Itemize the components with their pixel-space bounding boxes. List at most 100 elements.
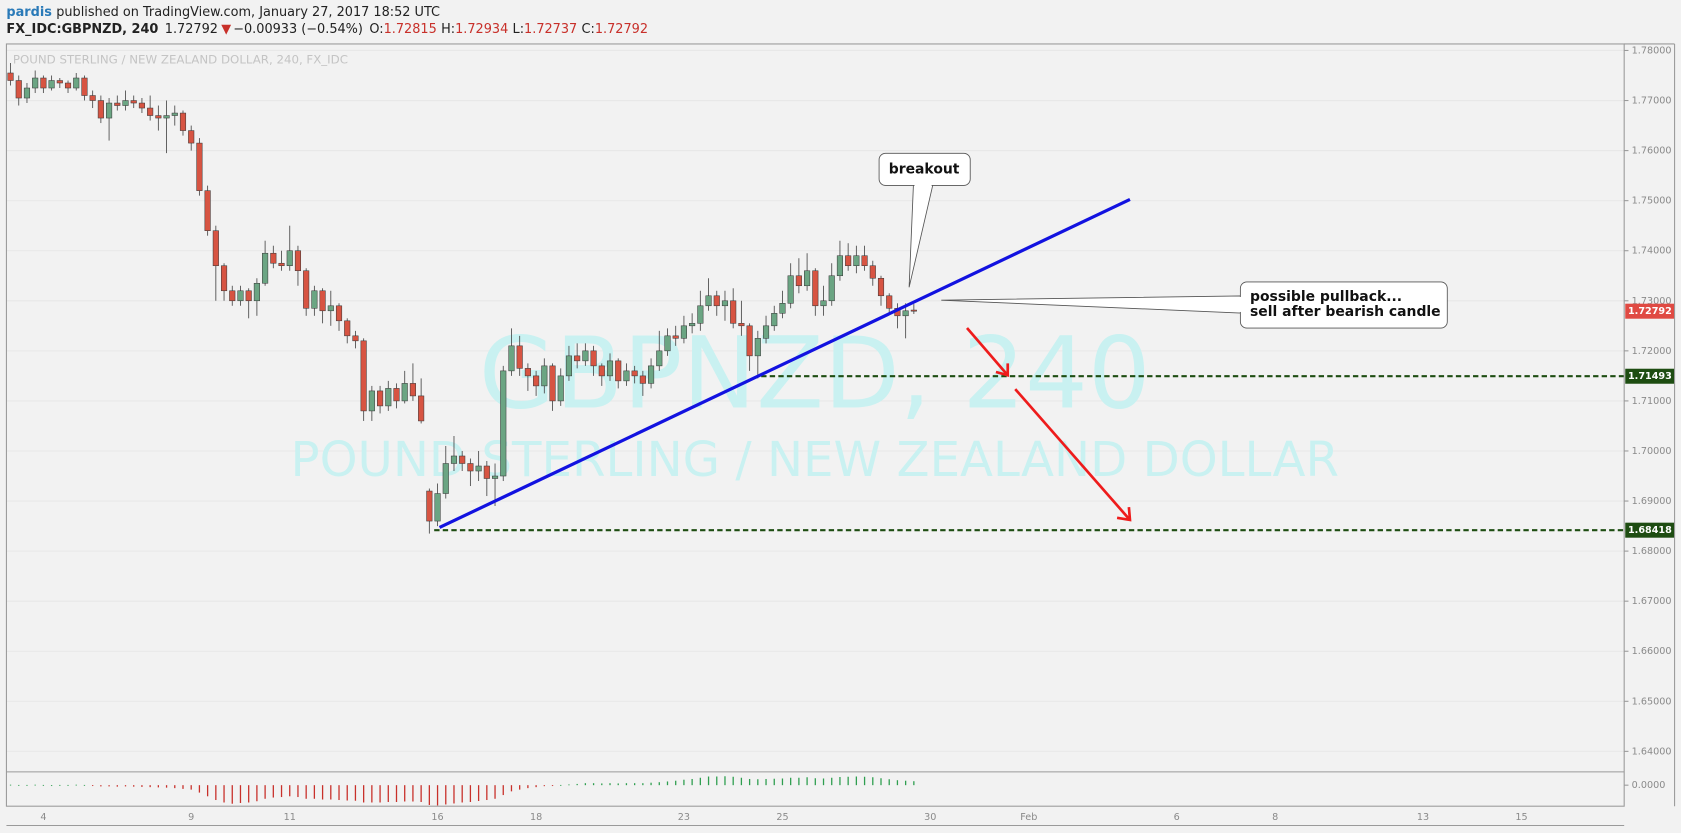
oscillator-bar bbox=[707, 776, 710, 786]
oscillator-bar bbox=[133, 785, 135, 787]
candle-body bbox=[442, 463, 449, 494]
oscillator-bar bbox=[831, 777, 833, 786]
oscillator-bar bbox=[757, 779, 759, 786]
candle-body bbox=[828, 275, 835, 302]
oscillator-bar bbox=[363, 785, 365, 803]
last-price-tag bbox=[1625, 303, 1675, 319]
candle-body bbox=[812, 270, 819, 307]
x-tick-label: 6 bbox=[1174, 812, 1180, 823]
oscillator-bar bbox=[116, 785, 118, 787]
candle-body bbox=[754, 338, 761, 357]
oscillator-bar bbox=[543, 785, 545, 787]
candle-body bbox=[820, 300, 827, 307]
candle-body bbox=[188, 130, 195, 144]
oscillator-bar bbox=[92, 785, 94, 787]
candle-body bbox=[138, 102, 145, 109]
arrow bbox=[965, 327, 1009, 377]
watermark-name: POUND STERLING / NEW ZEALAND DOLLAR bbox=[290, 432, 1339, 488]
oscillator-bar bbox=[338, 785, 340, 801]
candle-body bbox=[303, 270, 310, 309]
candle-body bbox=[360, 340, 367, 412]
x-tick-label: 23 bbox=[678, 812, 690, 823]
y-tick-label: 1.78000 bbox=[1632, 45, 1672, 56]
x-tick-label: 16 bbox=[431, 812, 443, 823]
candle-body bbox=[680, 325, 687, 339]
candle-body bbox=[491, 475, 499, 479]
oscillator-bar bbox=[666, 781, 669, 786]
ohlc-label: H: bbox=[441, 21, 455, 36]
oscillator-bar bbox=[872, 777, 874, 786]
oscillator-bar bbox=[855, 776, 858, 786]
candle-body bbox=[73, 77, 80, 89]
ohlc-value: 1.72792 bbox=[595, 21, 648, 36]
oscillator-bar bbox=[59, 784, 61, 786]
candle-body bbox=[426, 490, 433, 522]
candle-body bbox=[606, 360, 614, 377]
oscillator-bar bbox=[26, 784, 28, 786]
candle-body bbox=[574, 355, 581, 362]
candle-body bbox=[311, 290, 318, 309]
candle-body bbox=[623, 370, 630, 382]
y-tick-label: 1.74000 bbox=[1632, 246, 1672, 257]
oscillator-bar bbox=[34, 784, 36, 786]
candle-body bbox=[639, 375, 646, 384]
candle-body bbox=[81, 77, 88, 96]
oscillator-bar bbox=[215, 785, 217, 801]
y-tick-label: 1.64000 bbox=[1632, 746, 1672, 757]
oscillator-bar bbox=[683, 779, 685, 786]
candle-body bbox=[557, 375, 564, 402]
candle-body bbox=[598, 365, 605, 377]
author[interactable]: pardis bbox=[6, 4, 52, 19]
candle-body bbox=[278, 262, 285, 267]
oscillator-bar bbox=[18, 784, 20, 786]
candle-body bbox=[771, 313, 778, 327]
oscillator-bar bbox=[625, 783, 628, 786]
candle-body bbox=[97, 100, 104, 119]
oscillator-bar bbox=[330, 785, 332, 800]
candle-body bbox=[335, 305, 343, 322]
ohlc-value: 1.72737 bbox=[524, 21, 577, 36]
candle-body bbox=[861, 255, 868, 267]
marks bbox=[7, 62, 1625, 806]
candle-body bbox=[434, 493, 441, 522]
y-tick-label: 1.71000 bbox=[1632, 396, 1672, 407]
oscillator-bar bbox=[650, 782, 652, 786]
x-tick-label: 18 bbox=[530, 812, 542, 823]
oscillator-bar bbox=[781, 778, 784, 786]
level-tag bbox=[1625, 368, 1675, 384]
y-tick-label: 1.73000 bbox=[1632, 296, 1672, 307]
oscillator-bar bbox=[387, 785, 389, 802]
candle-body bbox=[730, 300, 737, 324]
oscillator-bar bbox=[724, 776, 726, 786]
candle-body bbox=[590, 350, 597, 367]
x-tick-label: 4 bbox=[40, 812, 46, 823]
candle-body bbox=[459, 455, 466, 464]
legend-text: POUND STERLING / NEW ZEALAND DOLLAR, 240… bbox=[13, 53, 348, 67]
oscillator-bar bbox=[354, 785, 357, 801]
candle-body bbox=[32, 77, 39, 89]
oscillator-bar bbox=[469, 785, 472, 802]
y-tick-label: 1.67000 bbox=[1632, 596, 1672, 607]
level-tag bbox=[1625, 522, 1675, 538]
x-tick-label: 8 bbox=[1272, 812, 1278, 823]
oscillator-bar bbox=[634, 783, 636, 786]
oscillator-bar bbox=[206, 785, 209, 797]
oscillator-bar bbox=[732, 776, 734, 786]
candle-body bbox=[524, 368, 531, 377]
oscillator-bar bbox=[888, 779, 890, 786]
candle-body bbox=[253, 282, 260, 302]
candle-body bbox=[853, 255, 860, 267]
oscillator-bar bbox=[617, 783, 619, 786]
oscillator-bar bbox=[863, 776, 866, 786]
candle-body bbox=[319, 290, 326, 312]
oscillator-bar bbox=[880, 778, 882, 786]
candle-body bbox=[664, 335, 671, 352]
x-tick-label: Feb bbox=[1020, 812, 1037, 823]
candle-body bbox=[877, 277, 885, 297]
candle-body bbox=[147, 107, 154, 116]
oscillator-bar bbox=[412, 785, 414, 802]
x-tick-label: 11 bbox=[284, 812, 296, 823]
candle-body bbox=[155, 115, 162, 119]
candle-body bbox=[229, 290, 236, 302]
